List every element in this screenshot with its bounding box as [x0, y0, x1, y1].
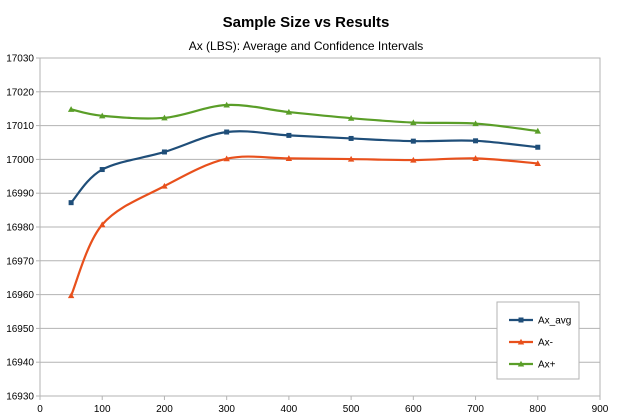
x-tick-label: 400 [281, 404, 298, 415]
chart-title: Sample Size vs Results [223, 14, 390, 31]
y-tick-label: 16990 [6, 189, 34, 200]
x-tick-label: 300 [218, 404, 235, 415]
data-point-ax [410, 119, 417, 126]
y-tick-label: 16960 [6, 290, 34, 301]
legend-marker [518, 317, 524, 323]
data-point-ax [472, 155, 479, 161]
y-tick-label: 16950 [6, 324, 34, 335]
data-point-ax [347, 114, 355, 121]
y-tick-label: 16930 [6, 392, 34, 403]
data-point-ax-avg [161, 149, 167, 155]
series-ax [67, 155, 541, 299]
x-tick-label: 700 [467, 404, 484, 415]
data-point-ax [285, 155, 293, 161]
data-point-ax-avg [224, 129, 230, 135]
y-tick-label: 16970 [6, 256, 34, 267]
y-tick-label: 17000 [6, 155, 34, 166]
data-point-ax-avg [68, 200, 74, 206]
x-tick-label: 100 [94, 404, 111, 415]
legend-label: Ax_avg [538, 316, 571, 327]
legend-marker [517, 338, 525, 345]
data-point-ax [534, 127, 541, 134]
data-point-ax-avg [286, 132, 292, 138]
x-tick-label: 200 [156, 404, 173, 415]
y-tick-label: 17010 [6, 121, 34, 132]
legend-box [496, 301, 580, 380]
legend: Ax_avg Ax- Ax+ [496, 301, 580, 380]
data-point-ax-avg [473, 138, 479, 144]
x-tick-label: 800 [529, 404, 546, 415]
data-point-ax [67, 292, 75, 299]
data-point-ax-avg [535, 144, 541, 150]
data-point-ax-avg [99, 167, 105, 173]
series-ax [67, 101, 541, 134]
x-tick-label: 500 [343, 404, 360, 415]
y-tick-label: 16980 [6, 223, 34, 234]
legend-label: Ax- [538, 338, 553, 349]
series-layer [67, 101, 541, 299]
data-point-ax [99, 112, 106, 119]
data-point-ax [161, 182, 168, 189]
data-point-ax [99, 221, 106, 228]
data-point-ax [285, 108, 293, 115]
data-point-ax [67, 106, 75, 112]
data-point-ax [161, 114, 168, 121]
y-tick-label: 17030 [6, 54, 34, 65]
series-line-ax [70, 155, 538, 297]
x-tick-label: 0 [37, 404, 43, 415]
data-point-ax [410, 156, 417, 163]
data-point-ax-avg [348, 135, 354, 141]
data-point-ax [347, 155, 355, 162]
y-tick-label: 17020 [6, 87, 34, 98]
legend-label: Ax+ [538, 360, 556, 371]
data-point-ax-avg [410, 138, 416, 144]
data-point-ax [472, 120, 479, 127]
series-ax-avg [68, 129, 541, 206]
data-point-ax [534, 160, 541, 167]
x-tick-label: 900 [592, 404, 609, 415]
x-tick-label: 600 [405, 404, 422, 415]
data-point-ax [223, 155, 230, 162]
legend-marker [517, 360, 525, 367]
data-point-ax [223, 101, 230, 108]
y-tick-label: 16940 [6, 358, 34, 369]
chart-subtitle: Ax (LBS): Average and Confidence Interva… [189, 39, 424, 53]
